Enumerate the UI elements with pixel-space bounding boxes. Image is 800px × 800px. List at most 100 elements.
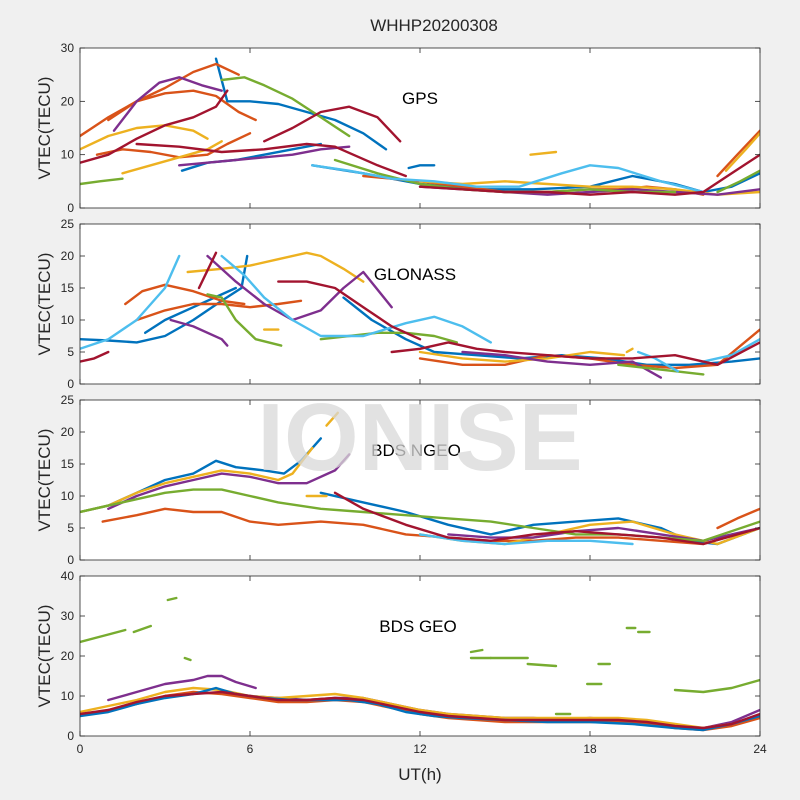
y-tick-label: 15: [61, 281, 75, 295]
series-line: [166, 596, 178, 602]
series-line: [80, 686, 760, 730]
x-tick-label: 18: [583, 742, 597, 756]
y-tick-label: 20: [61, 94, 75, 108]
series-line: [716, 507, 760, 530]
series-line: [132, 624, 152, 634]
series-line: [197, 251, 218, 290]
series-line: [461, 350, 662, 379]
series-line: [637, 350, 679, 373]
series-line: [407, 164, 436, 170]
series-line: [325, 411, 339, 427]
y-tick-label: 40: [61, 569, 75, 583]
panel-4: 0 10 20 30 40 0 6 12 18 24 BDS GEO VTEC(TECU): [35, 569, 767, 756]
y-tick-label: 30: [61, 41, 75, 55]
y-tick-label: 10: [61, 313, 75, 327]
series-group: [80, 411, 760, 546]
series-line: [112, 76, 223, 132]
series-line: [702, 338, 760, 363]
series-line: [80, 350, 110, 363]
series-line: [135, 142, 407, 178]
y-tick-label: 5: [67, 521, 74, 535]
x-axis-label: UT(h): [398, 765, 441, 784]
series-line: [80, 177, 124, 186]
series-line: [529, 150, 558, 156]
series-line: [724, 132, 760, 172]
x-tick-label: 6: [247, 742, 254, 756]
y-axis-label: VTEC(TECU): [35, 605, 54, 708]
series-line: [220, 76, 351, 138]
series-line: [716, 129, 760, 178]
series-line: [206, 293, 283, 347]
y-tick-label: 5: [67, 345, 74, 359]
y-tick-label: 20: [61, 249, 75, 263]
panel-label: BDS NGEO: [371, 441, 461, 460]
series-line: [144, 286, 237, 334]
series-line: [80, 628, 127, 644]
series-line: [135, 299, 303, 322]
panel-label: GPS: [402, 89, 438, 108]
series-line: [169, 318, 229, 347]
series-line: [333, 491, 760, 546]
series-line: [206, 254, 393, 322]
series-line: [716, 169, 760, 194]
series-group: [80, 596, 760, 732]
y-tick-label: 0: [67, 553, 74, 567]
series-line: [121, 140, 223, 175]
panel-1: 0 10 20 30 GPS VTEC(TECU): [35, 41, 761, 215]
series-line: [220, 254, 492, 344]
panel-label: GLONASS: [374, 265, 456, 284]
series-line: [186, 251, 365, 283]
y-tick-label: 0: [67, 729, 74, 743]
y-axis-label: VTEC(TECU): [35, 429, 54, 532]
series-line: [277, 280, 422, 341]
series-line: [418, 350, 626, 363]
series-line: [107, 674, 257, 702]
series-line: [80, 124, 209, 151]
series-line: [80, 254, 249, 344]
series-line: [311, 164, 705, 194]
series-line: [80, 89, 229, 164]
series-line: [263, 105, 402, 143]
series-line: [80, 254, 181, 350]
series-line: [418, 533, 634, 546]
series-line: [80, 446, 314, 514]
series-line: [214, 57, 388, 151]
series-line: [418, 153, 760, 196]
y-tick-label: 30: [61, 609, 75, 623]
y-tick-label: 20: [61, 425, 75, 439]
y-tick-label: 0: [67, 377, 74, 391]
series-line: [101, 507, 760, 546]
series-line: [107, 453, 351, 510]
series-line: [107, 62, 240, 122]
y-tick-label: 10: [61, 489, 75, 503]
y-tick-label: 10: [61, 148, 75, 162]
y-tick-label: 10: [61, 689, 75, 703]
series-line: [80, 89, 257, 138]
series-line: [673, 678, 760, 694]
y-tick-label: 25: [61, 217, 75, 231]
y-tick-label: 20: [61, 649, 75, 663]
series-line: [178, 145, 351, 167]
y-tick-label: 25: [61, 393, 75, 407]
series-line: [319, 491, 760, 546]
panel-3: 0 5 10 15 20 25 BDS NGEO VTEC(TECU): [35, 393, 761, 567]
series-line: [80, 690, 760, 730]
panel-2: 0 5 10 15 20 25 GLONASS VTEC(TECU): [35, 217, 761, 391]
series-line: [617, 363, 705, 376]
x-tick-label: 0: [77, 742, 84, 756]
series-group: [80, 251, 760, 379]
series-group: [80, 57, 760, 196]
y-axis-label: VTEC(TECU): [35, 253, 54, 356]
y-axis-label: VTEC(TECU): [35, 77, 54, 180]
series-line: [469, 648, 484, 654]
x-tick-label: 24: [753, 742, 767, 756]
series-line: [625, 347, 634, 354]
series-line: [390, 341, 760, 366]
x-tick-label: 12: [413, 742, 427, 756]
y-tick-label: 0: [67, 201, 74, 215]
series-line: [183, 656, 192, 662]
y-tick-label: 15: [61, 457, 75, 471]
chart-title: WHHP20200308: [370, 16, 498, 35]
series-line: [526, 662, 558, 668]
